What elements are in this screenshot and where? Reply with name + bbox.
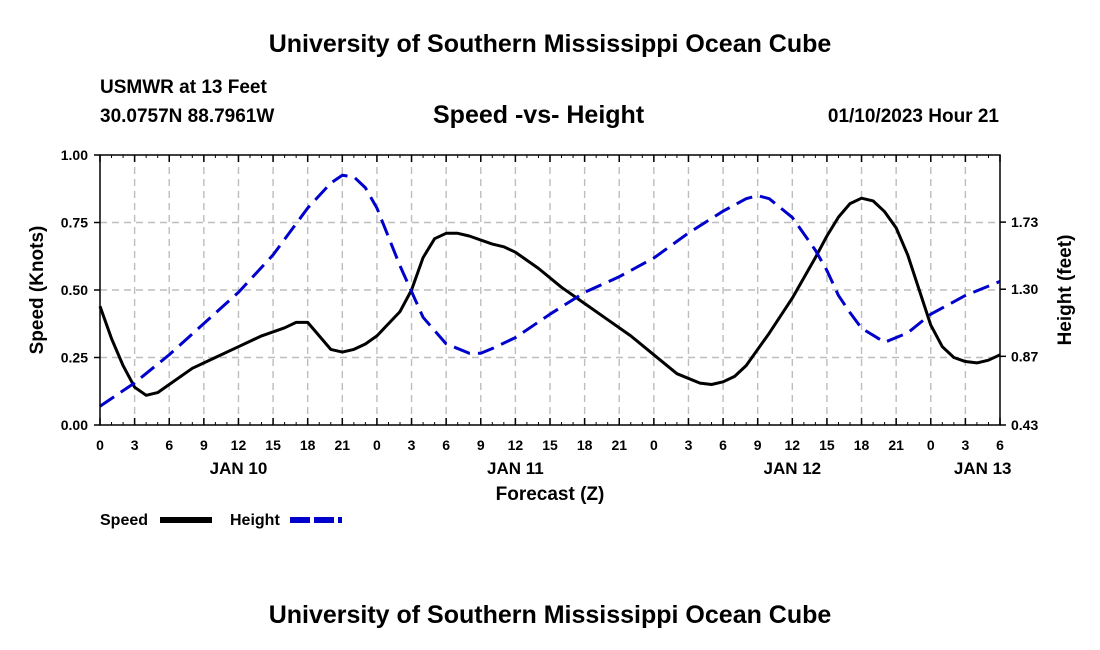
x-tick-label: 0 — [373, 437, 381, 453]
x-tick-label: 15 — [542, 437, 558, 453]
x-tick-label: 0 — [650, 437, 658, 453]
legend-speed-label: Speed — [100, 512, 148, 529]
x-tick-label: 3 — [961, 437, 969, 453]
x-tick-label: 15 — [265, 437, 281, 453]
x-axis-title: Forecast (Z) — [496, 484, 605, 505]
grid-lines — [100, 155, 1000, 425]
x-tick-label: 6 — [165, 437, 173, 453]
x-tick-label: 9 — [200, 437, 208, 453]
station-label: USMWR at 13 Feet — [100, 77, 267, 98]
y2-tick-label: 1.30 — [1011, 281, 1038, 297]
height-line — [99, 173, 1001, 408]
x-tick-label: 3 — [131, 437, 139, 453]
y-tick-label: 0.25 — [61, 350, 88, 366]
date-label: JAN 12 — [763, 459, 821, 478]
y-tick-label: 1.00 — [61, 147, 88, 163]
y-tick-label: 0.00 — [61, 417, 88, 433]
legend-height-label: Height — [230, 512, 280, 529]
x-tick-label: 15 — [819, 437, 835, 453]
y2-tick-label: 1.73 — [1011, 214, 1038, 230]
x-tick-label: 12 — [785, 437, 801, 453]
x-tick-label: 18 — [577, 437, 593, 453]
date-label: JAN 13 — [954, 459, 1012, 478]
date-label: JAN 11 — [487, 459, 544, 478]
forecast-datetime: 01/10/2023 Hour 21 — [827, 106, 999, 127]
y2-tick-label: 0.87 — [1011, 348, 1038, 364]
x-tick-label: 6 — [719, 437, 727, 453]
x-tick-label: 6 — [442, 437, 450, 453]
x-tick-label: 0 — [927, 437, 935, 453]
date-label: JAN 10 — [210, 459, 268, 478]
x-tick-label: 9 — [477, 437, 485, 453]
y-axis-title: Speed (Knots) — [27, 226, 48, 355]
speed-line — [98, 196, 1001, 397]
station-coordinates: 30.0757N 88.7961W — [100, 106, 275, 127]
x-tick-label: 12 — [508, 437, 524, 453]
plot-frame — [94, 154, 1006, 426]
y2-tick-label: 0.43 — [1011, 417, 1038, 433]
x-tick-label: 21 — [611, 437, 627, 453]
y-tick-label: 0.50 — [61, 282, 88, 298]
axis-labels: 0 3 6 9 12 15 18 21 0 3 6 9 12 15 18 21 0 3 6 9 12 15 18 21 0 3 6 J… — [27, 147, 1076, 529]
x-tick-label: 18 — [300, 437, 316, 453]
data-series — [98, 173, 1001, 408]
page-title: University of Southern Mississippi Ocean… — [268, 30, 832, 58]
y2-axis-title: Height (feet) — [1055, 235, 1076, 346]
footer-title: University of Southern Mississippi Ocean… — [268, 601, 832, 629]
x-tick-label: 3 — [685, 437, 693, 453]
speed-height-chart: 0 3 6 9 12 15 18 21 0 3 6 9 12 15 18 21 0 3 6 9 12 15 18 21 0 3 6 J… — [27, 147, 1076, 529]
x-tick-label: 12 — [231, 437, 247, 453]
x-tick-label: 18 — [854, 437, 870, 453]
x-tick-label: 21 — [888, 437, 904, 453]
x-tick-label: 9 — [754, 437, 762, 453]
x-tick-label: 21 — [335, 437, 351, 453]
y-tick-label: 0.75 — [61, 215, 88, 231]
x-tick-label: 3 — [408, 437, 416, 453]
x-tick-label: 0 — [96, 437, 104, 453]
x-tick-label: 6 — [996, 437, 1004, 453]
chart-subtitle: Speed -vs- Height — [433, 101, 645, 129]
